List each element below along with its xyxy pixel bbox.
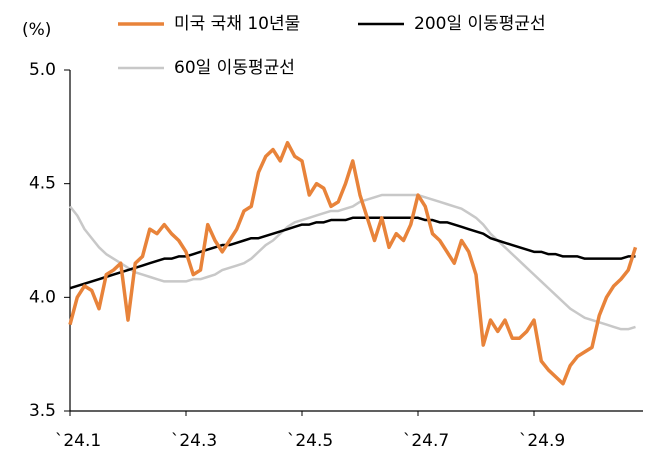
y-tick-label: 5.0: [29, 60, 56, 80]
series-line: [68, 140, 638, 386]
y-axis-label: (%): [22, 20, 51, 40]
y-tick-label: 4.0: [29, 287, 56, 307]
x-tick-label: `24.3: [171, 431, 217, 451]
series-line: [69, 216, 636, 290]
x-tick-label: `24.1: [55, 431, 101, 451]
x-tick-label: `24.9: [519, 431, 565, 451]
x-tick-label: `24.7: [403, 431, 449, 451]
series-line: [69, 193, 636, 331]
legend-label: 200일 이동평균선: [414, 14, 546, 34]
y-tick-label: 4.5: [29, 174, 56, 194]
x-tick-label: `24.5: [287, 431, 333, 451]
y-tick-label: 3.5: [29, 401, 56, 421]
legend-label: 60일 이동평균선: [174, 58, 295, 78]
legend-label: 미국 국채 10년물: [174, 14, 300, 34]
